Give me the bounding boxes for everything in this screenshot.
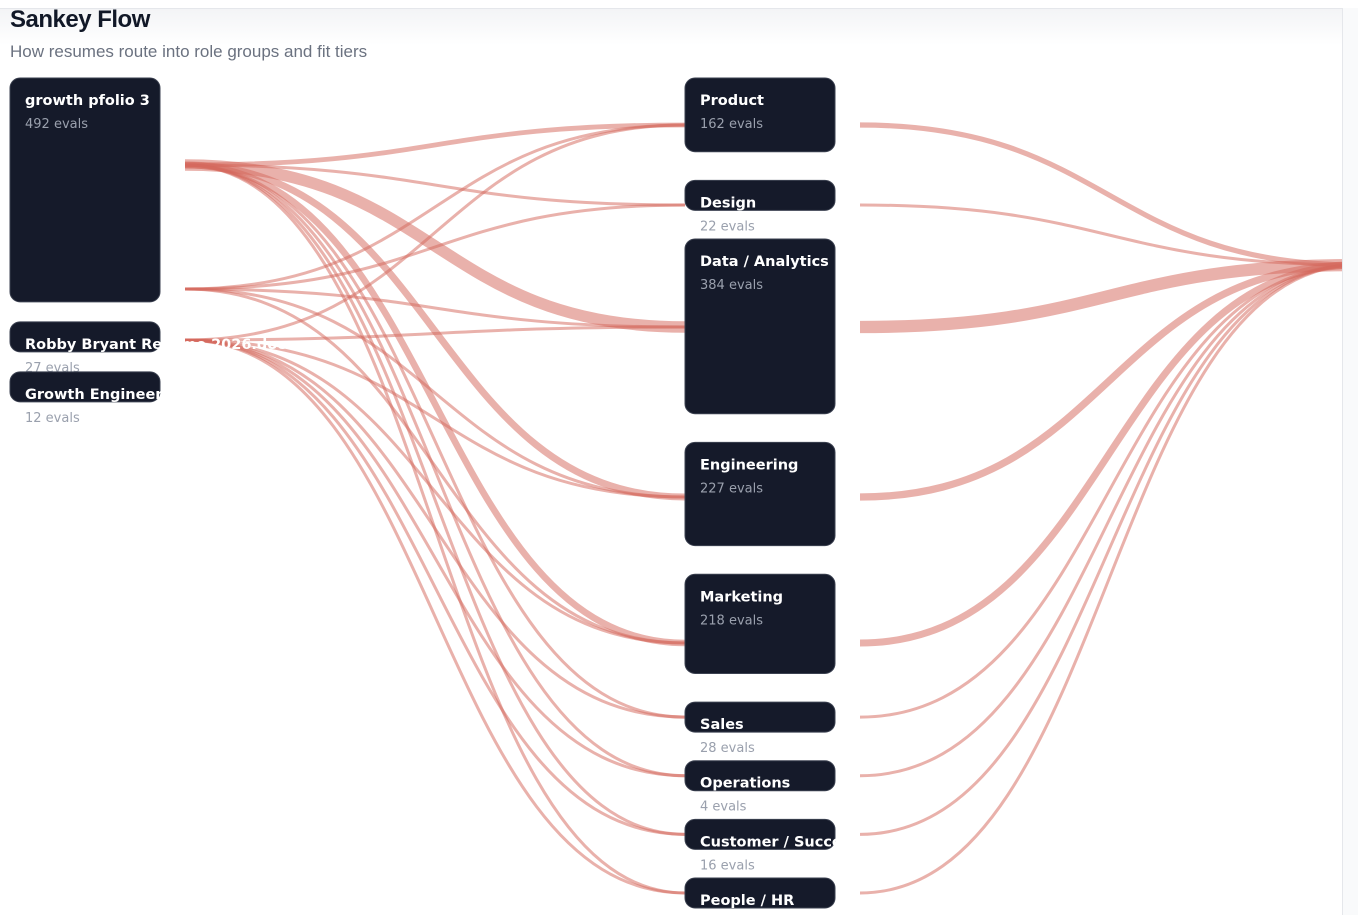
link-growth-pfolio-3-to-marketing[interactable] bbox=[184, 161, 686, 647]
link-growth-pfolio-3-to-customer-success[interactable] bbox=[184, 163, 686, 836]
link-robby-bryant-to-design[interactable] bbox=[184, 203, 686, 291]
node-operations[interactable]: Operations 4 evals bbox=[684, 760, 836, 815]
nodes-layer: growth pfolio 3 492 evals Robby Bryant Res… bbox=[9, 77, 859, 909]
vertical-scrollbar[interactable] bbox=[1342, 8, 1358, 915]
link-engineering-to-fit-tier[interactable] bbox=[859, 261, 1358, 501]
node-box-customer-success[interactable] bbox=[684, 818, 836, 850]
node-box-growth-engineer[interactable] bbox=[9, 371, 161, 403]
node-label-customer-success: Customer / Success bbox=[700, 834, 859, 850]
node-sales[interactable]: Sales 28 evals bbox=[684, 701, 836, 756]
node-box-sales[interactable] bbox=[684, 701, 836, 733]
link-robby-bryant-to-product[interactable] bbox=[184, 123, 686, 291]
link-growth-pfolio-3-to-operations[interactable] bbox=[184, 163, 686, 778]
link-growth-pfolio-3-to-sales[interactable] bbox=[184, 163, 686, 719]
link-people-hr-to-fit-tier[interactable] bbox=[859, 263, 1358, 895]
node-count-customer-success: 16 evals bbox=[700, 858, 755, 873]
node-label-robby-bryant: Robby Bryant Resume 2026.docx bbox=[25, 337, 296, 353]
links-layer bbox=[184, 122, 1358, 895]
header-shade bbox=[0, 9, 1343, 45]
link-product-to-fit-tier[interactable] bbox=[859, 122, 1358, 268]
node-count-engineering: 227 evals bbox=[700, 481, 763, 496]
node-engineering[interactable]: Engineering 227 evals bbox=[684, 441, 836, 547]
link-growth-engineer-to-engineering[interactable] bbox=[184, 338, 686, 499]
node-box-marketing[interactable] bbox=[684, 573, 836, 674]
node-count-growth-pfolio-3: 492 evals bbox=[25, 117, 88, 132]
node-customer-success[interactable]: Customer / Success 16 evals bbox=[684, 818, 859, 873]
link-growth-pfolio-3-to-engineering[interactable] bbox=[184, 161, 686, 501]
node-count-sales: 28 evals bbox=[700, 741, 755, 756]
node-box-operations[interactable] bbox=[684, 760, 836, 792]
top-divider bbox=[0, 8, 1343, 9]
link-robby-bryant-to-engineering[interactable] bbox=[184, 287, 686, 499]
node-box-growth-pfolio-3[interactable] bbox=[9, 77, 161, 303]
node-product[interactable]: Product 162 evals bbox=[684, 77, 836, 153]
node-label-growth-pfolio-3: growth pfolio 3 bbox=[25, 93, 150, 109]
link-growth-pfolio-3-to-design[interactable] bbox=[184, 163, 686, 207]
page-subtitle: How resumes route into role groups and f… bbox=[10, 42, 368, 61]
link-data-analytics-to-fit-tier[interactable] bbox=[859, 258, 1358, 334]
node-label-product: Product bbox=[700, 93, 764, 109]
node-label-growth-engineer: Growth Engineer bbox=[25, 387, 163, 403]
link-growth-engineer-to-product[interactable] bbox=[184, 123, 686, 342]
node-count-data-analytics: 384 evals bbox=[700, 278, 763, 293]
link-growth-engineer-to-data-analytics[interactable] bbox=[184, 325, 686, 342]
link-growth-pfolio-3-to-product[interactable] bbox=[184, 122, 686, 168]
link-growth-engineer-to-customer-success[interactable] bbox=[184, 338, 686, 836]
node-box-design[interactable] bbox=[684, 179, 836, 211]
node-design[interactable]: Design 22 evals bbox=[684, 179, 836, 234]
node-label-design: Design bbox=[700, 195, 756, 211]
node-label-marketing: Marketing bbox=[700, 589, 783, 605]
link-growth-engineer-to-people-hr[interactable] bbox=[184, 338, 686, 895]
node-box-people-hr[interactable] bbox=[684, 877, 836, 909]
link-growth-engineer-to-marketing[interactable] bbox=[184, 338, 686, 645]
node-people-hr[interactable]: People / HR bbox=[684, 877, 836, 909]
link-marketing-to-fit-tier[interactable] bbox=[859, 261, 1358, 647]
node-label-people-hr: People / HR bbox=[700, 893, 794, 909]
node-label-operations: Operations bbox=[700, 776, 790, 792]
node-box-engineering[interactable] bbox=[684, 441, 836, 547]
link-operations-to-fit-tier[interactable] bbox=[859, 263, 1358, 778]
link-sales-to-fit-tier[interactable] bbox=[859, 263, 1358, 719]
link-growth-engineer-to-operations[interactable] bbox=[184, 338, 686, 778]
link-robby-bryant-to-marketing[interactable] bbox=[184, 287, 686, 645]
link-customer-success-to-fit-tier[interactable] bbox=[859, 263, 1358, 836]
node-box-product[interactable] bbox=[684, 77, 836, 153]
node-marketing[interactable]: Marketing 218 evals bbox=[684, 573, 836, 674]
node-growth-pfolio-3[interactable]: growth pfolio 3 492 evals bbox=[9, 77, 161, 303]
node-box-robby-bryant[interactable] bbox=[9, 321, 161, 353]
page-title: Sankey Flow bbox=[10, 6, 150, 33]
node-count-product: 162 evals bbox=[700, 117, 763, 132]
node-count-operations: 4 evals bbox=[700, 800, 747, 815]
node-label-sales: Sales bbox=[700, 717, 744, 733]
node-count-growth-engineer: 12 evals bbox=[25, 411, 80, 426]
node-count-design: 22 evals bbox=[700, 219, 755, 234]
node-label-engineering: Engineering bbox=[700, 457, 798, 473]
link-robby-bryant-to-data-analytics[interactable] bbox=[184, 287, 686, 329]
node-data-analytics[interactable]: Data / Analytics 384 evals bbox=[684, 238, 836, 415]
link-growth-engineer-to-sales[interactable] bbox=[184, 338, 686, 719]
link-design-to-fit-tier[interactable] bbox=[859, 203, 1358, 267]
node-count-marketing: 218 evals bbox=[700, 613, 763, 628]
node-box-data-analytics[interactable] bbox=[684, 238, 836, 415]
node-label-data-analytics: Data / Analytics bbox=[700, 254, 829, 270]
node-growth-engineer[interactable]: Growth Engineer 12 evals bbox=[9, 371, 163, 426]
